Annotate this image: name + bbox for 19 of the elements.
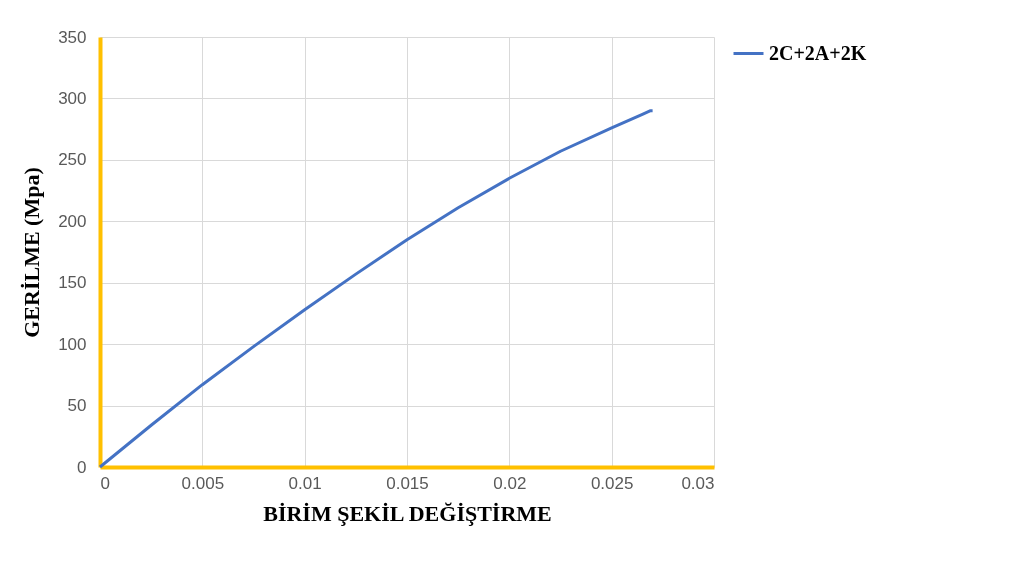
- y-tick-label: 250: [58, 150, 87, 170]
- x-axis-title: BİRİM ŞEKİL DEĞİŞTİRME: [263, 500, 552, 526]
- y-tick-label: 0: [77, 457, 87, 477]
- y-tick-label: 350: [58, 27, 87, 47]
- x-tick-label: 0.02: [493, 473, 527, 493]
- x-tick-label: 0.03: [681, 473, 715, 493]
- legend-label: 2C+2A+2K: [769, 41, 867, 64]
- y-tick-label: 50: [67, 396, 87, 416]
- y-tick-label: 200: [58, 211, 87, 231]
- y-axis-title: GERİLME (Mpa): [19, 167, 45, 338]
- y-tick-label: 150: [58, 273, 87, 293]
- line-series: [98, 109, 655, 469]
- x-tick-label: 0.015: [386, 473, 429, 493]
- x-tick-label: 0.025: [590, 473, 634, 493]
- x-tick-label: 0.005: [181, 473, 225, 493]
- x-tick-label: 0.01: [288, 473, 322, 493]
- y-tick-label: 100: [58, 334, 87, 354]
- x-tick-label: 0: [100, 473, 110, 493]
- y-tick-label: 300: [58, 88, 87, 108]
